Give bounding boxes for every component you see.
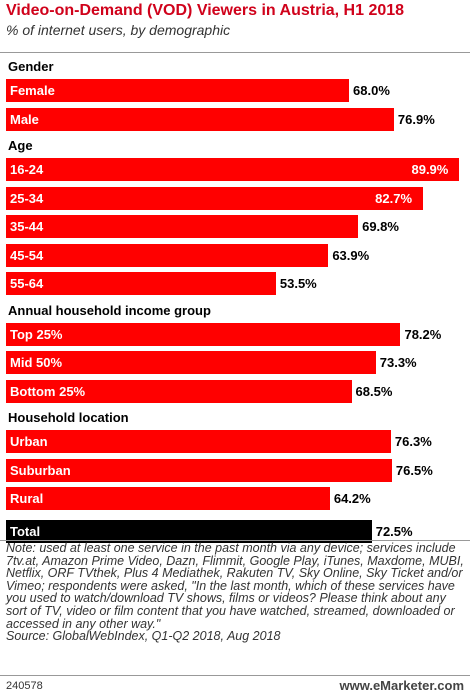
bar (6, 79, 350, 102)
bar-label: Urban (10, 434, 48, 449)
source-text: Source: GlobalWebIndex, Q1-Q2 2018, Aug … (6, 629, 281, 644)
data-label: 78.2% (404, 326, 442, 342)
bar-label: 25-34 (10, 190, 44, 206)
data-label: 82.7% (375, 190, 413, 206)
bar (6, 458, 392, 482)
group-label: Annual household income group (8, 302, 211, 318)
group-label: Gender (8, 59, 54, 74)
data-label: 64.2% (333, 491, 371, 506)
bar-label: 16-24 (10, 162, 44, 177)
bar-label: 45-54 (10, 247, 44, 263)
bar-chart: Gender Female 68.0% Male 76.9% Age 16-24 89.9% 2… (0, 53, 470, 543)
bar (6, 487, 330, 510)
chart-note: Note: used at least one service in the p… (6, 542, 466, 643)
chart-id: 240578 (6, 680, 43, 692)
bar-label: Mid 50% (10, 355, 63, 370)
bar-label: 55-64 (10, 276, 44, 291)
bar (6, 186, 424, 210)
bar (6, 243, 329, 267)
chart-subtitle: % of internet users, by demographic (6, 22, 231, 38)
data-label: 89.9% (411, 162, 449, 177)
data-label: 53.5% (279, 276, 317, 291)
bar (6, 351, 376, 374)
bar-label: Suburban (10, 462, 71, 478)
bar (6, 322, 401, 346)
data-label: 63.9% (332, 247, 370, 263)
data-label: 68.0% (353, 83, 390, 98)
data-label: 72.5% (375, 523, 413, 539)
data-label: 69.8% (362, 219, 399, 234)
footer-divider (0, 675, 470, 676)
bar-label: Rural (10, 491, 44, 506)
bar-label: Total (10, 523, 41, 539)
bar (6, 107, 394, 131)
bar-label: Female (10, 83, 55, 98)
data-label: 76.3% (394, 434, 432, 449)
data-label: 76.5% (395, 462, 433, 478)
bar (6, 430, 391, 453)
bar-label: Top 25% (10, 326, 63, 342)
data-label: 68.5% (355, 383, 393, 399)
note-divider (0, 540, 470, 541)
bar-label: Bottom 25% (10, 383, 86, 399)
bar-label: Male (10, 111, 39, 127)
data-label: 76.9% (397, 111, 435, 127)
brand-link[interactable]: www.eMarketer.com (339, 678, 464, 693)
bar (6, 272, 276, 295)
bar (6, 519, 372, 543)
data-label: 73.3% (379, 355, 417, 370)
bar (6, 215, 359, 238)
bar (6, 158, 460, 181)
bar (6, 379, 352, 403)
chart-title: Video-on-Demand (VOD) Viewers in Austria… (6, 2, 405, 19)
note-text: Note: used at least one service in the p… (6, 541, 464, 631)
group-label: Household location (8, 410, 129, 425)
group-label: Age (8, 138, 33, 153)
top-divider (0, 52, 470, 53)
bar-label: 35-44 (10, 219, 44, 234)
